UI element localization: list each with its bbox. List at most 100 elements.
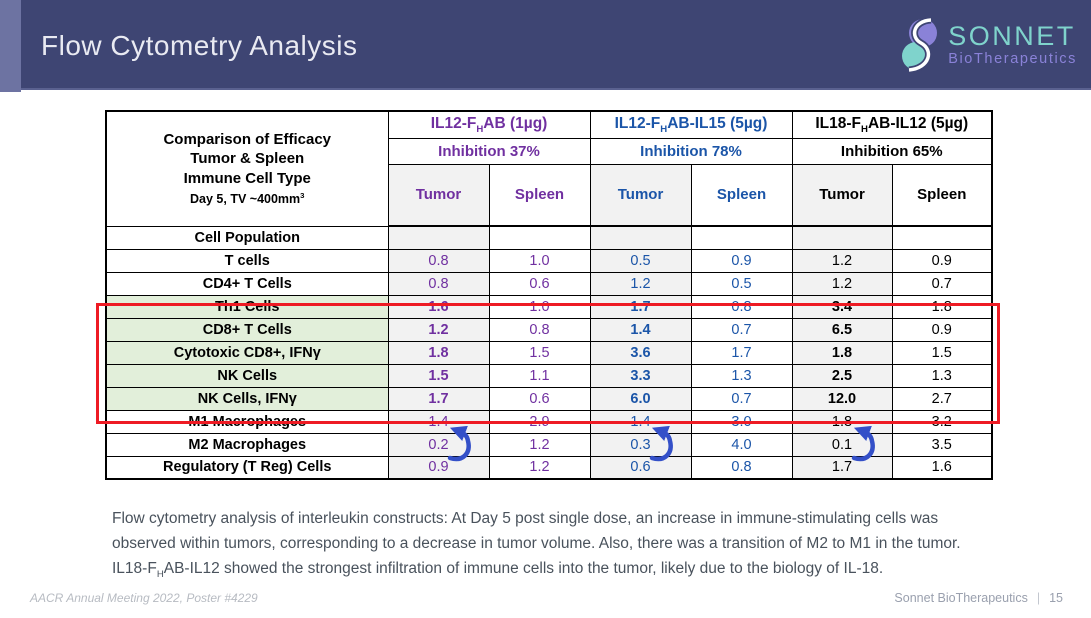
value-cell: 3.6: [589, 340, 692, 365]
sonnet-logo-mark: [902, 17, 938, 73]
value-cell: 1.3: [891, 363, 993, 388]
value-cell: 2.9: [488, 409, 591, 434]
row-label: CD4+ T Cells: [105, 271, 389, 296]
table-row: Regulatory (T Reg) Cells 0.9 1.2 0.6 0.8…: [105, 455, 993, 480]
col-header-spleen-1: Spleen: [488, 163, 591, 227]
group-1-name: IL12-FHAB (1µg): [387, 110, 591, 139]
table-row-highlighted: NK Cells, IFNγ 1.7 0.6 6.0 0.7 12.0 2.7: [105, 386, 993, 411]
footer-brand: Sonnet BioTherapeutics: [894, 591, 1028, 605]
value-cell: 6.0: [589, 386, 692, 411]
row-label: Th1 Cells: [105, 294, 389, 319]
value-cell: 1.3: [690, 363, 793, 388]
value-cell: 0.8: [387, 248, 490, 273]
value-cell: 1.7: [589, 294, 692, 319]
footer-page-number: 15: [1049, 591, 1063, 605]
group-3-inhibition: Inhibition 65%: [791, 137, 993, 165]
value-cell: 0.9: [891, 248, 993, 273]
value-cell: 1.5: [387, 363, 490, 388]
row-label: M1 Macrophages: [105, 409, 389, 434]
empty-cell: [791, 225, 893, 250]
value-cell: 0.2: [387, 432, 490, 457]
value-cell: 1.2: [488, 432, 591, 457]
value-cell: 0.8: [690, 294, 793, 319]
value-cell: 1.1: [488, 363, 591, 388]
col-header-tumor-2: Tumor: [589, 163, 692, 227]
logo-text: SONNET BioTherapeutics: [948, 23, 1077, 67]
value-cell: 1.2: [791, 271, 893, 296]
col-header-tumor-1: Tumor: [387, 163, 490, 227]
table-row: M1 Macrophages 1.4 2.9 1.4 3.0 1.8 3.2: [105, 409, 993, 434]
value-cell: 0.6: [488, 386, 591, 411]
value-cell: 1.0: [488, 248, 591, 273]
value-cell: 0.7: [690, 317, 793, 342]
value-cell: 0.5: [690, 271, 793, 296]
value-cell: 1.2: [791, 248, 893, 273]
value-cell: 0.6: [589, 455, 692, 480]
corner-line-4: Day 5, TV ~400mm3: [190, 191, 305, 207]
footer-brand-page: Sonnet BioTherapeutics | 15: [894, 591, 1063, 605]
value-cell: 3.5: [891, 432, 993, 457]
value-cell: 3.4: [791, 294, 893, 319]
footer-separator: |: [1036, 591, 1041, 605]
caption-subscript: H: [156, 569, 164, 581]
value-cell: 1.2: [387, 317, 490, 342]
value-cell: 0.8: [488, 317, 591, 342]
section-row: Cell Population: [105, 225, 993, 250]
value-cell: 0.1: [791, 432, 893, 457]
value-cell: 0.8: [387, 271, 490, 296]
value-cell: 1.4: [387, 409, 490, 434]
group-2-name: IL12-FHAB-IL15 (5µg): [589, 110, 793, 139]
row-label: Cytotoxic CD8+, IFNγ: [105, 340, 389, 365]
value-cell: 12.0: [791, 386, 893, 411]
footer-reference: AACR Annual Meeting 2022, Poster #4229: [30, 591, 258, 605]
efficacy-table-container: Comparison of Efficacy Tumor & Spleen Im…: [96, 110, 1000, 480]
sonnet-logo: SONNET BioTherapeutics: [897, 17, 1077, 73]
value-cell: 3.2: [891, 409, 993, 434]
table-row-highlighted: Th1 Cells 1.6 1.0 1.7 0.8 3.4 1.8: [105, 294, 993, 319]
value-cell: 6.5: [791, 317, 893, 342]
value-cell: 1.7: [690, 340, 793, 365]
value-cell: 1.8: [791, 340, 893, 365]
value-cell: 2.5: [791, 363, 893, 388]
value-cell: 4.0: [690, 432, 793, 457]
value-cell: 1.6: [387, 294, 490, 319]
empty-cell: [690, 225, 793, 250]
efficacy-table: Comparison of Efficacy Tumor & Spleen Im…: [105, 110, 994, 480]
empty-cell: [387, 225, 490, 250]
value-cell: 1.5: [488, 340, 591, 365]
row-label: T cells: [105, 248, 389, 273]
table-row-highlighted: Cytotoxic CD8+, IFNγ 1.8 1.5 3.6 1.7 1.8…: [105, 340, 993, 365]
row-label: NK Cells, IFNγ: [105, 386, 389, 411]
value-cell: 3.0: [690, 409, 793, 434]
group-1-inhibition: Inhibition 37%: [387, 137, 591, 165]
col-header-tumor-3: Tumor: [791, 163, 893, 227]
empty-cell: [488, 225, 591, 250]
value-cell: 1.4: [589, 317, 692, 342]
row-label: M2 Macrophages: [105, 432, 389, 457]
value-cell: 1.0: [488, 294, 591, 319]
row-label: CD8+ T Cells: [105, 317, 389, 342]
col-header-spleen-2: Spleen: [690, 163, 793, 227]
row-label: Regulatory (T Reg) Cells: [105, 455, 389, 480]
corner-line-3: Immune Cell Type: [183, 169, 311, 187]
value-cell: 1.7: [791, 455, 893, 480]
col-header-spleen-3: Spleen: [891, 163, 993, 227]
table-row: CD4+ T Cells 0.8 0.6 1.2 0.5 1.2 0.7: [105, 271, 993, 296]
value-cell: 1.2: [488, 455, 591, 480]
table-row: M2 Macrophages 0.2 1.2 0.3 4.0 0.1 3.5: [105, 432, 993, 457]
value-cell: 0.7: [690, 386, 793, 411]
value-cell: 0.8: [690, 455, 793, 480]
value-cell: 1.8: [791, 409, 893, 434]
group-header-row: Comparison of Efficacy Tumor & Spleen Im…: [105, 110, 993, 227]
value-cell: 3.3: [589, 363, 692, 388]
value-cell: 2.7: [891, 386, 993, 411]
value-cell: 0.5: [589, 248, 692, 273]
corner-line-2: Tumor & Spleen: [190, 150, 305, 168]
caption: Flow cytometry analysis of interleukin c…: [112, 506, 986, 583]
value-cell: 1.4: [589, 409, 692, 434]
corner-line-1: Comparison of Efficacy: [163, 130, 332, 148]
value-cell: 0.3: [589, 432, 692, 457]
value-cell: 1.5: [891, 340, 993, 365]
caption-part-2: AB-IL12 showed the strongest infiltratio…: [163, 560, 884, 578]
